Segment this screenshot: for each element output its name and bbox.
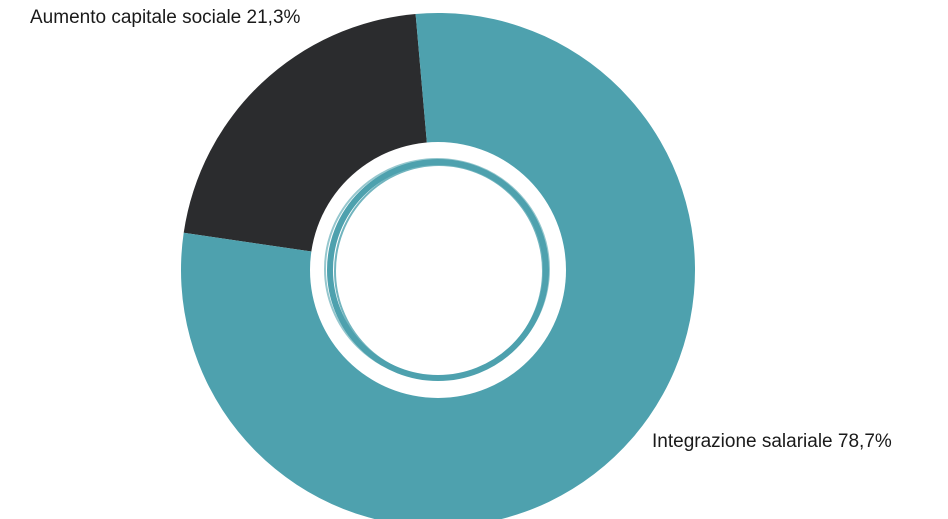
decor-ring [324, 158, 550, 381]
slice-label: Integrazione salariale 78,7% [652, 431, 892, 452]
donut-hole [310, 142, 566, 398]
slice-label: Aumento capitale sociale 21,3% [30, 7, 301, 28]
category-label: Aumento capitale sociale [30, 7, 241, 28]
category-label: Integrazione salariale [652, 431, 833, 452]
value-label: 78,7% [838, 431, 892, 452]
value-label: 21,3% [247, 7, 301, 28]
labels: Aumento capitale sociale 21,3% Integrazio… [30, 7, 892, 452]
